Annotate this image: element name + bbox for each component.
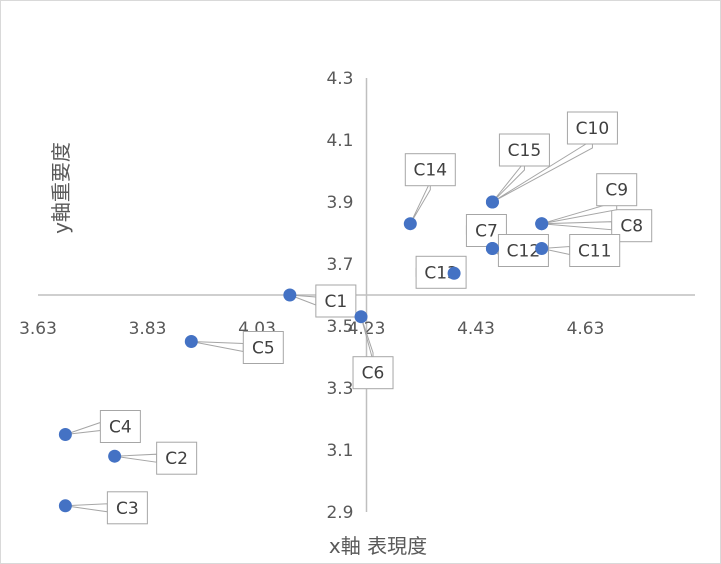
x-tick-label: 3.63 bbox=[19, 319, 57, 339]
data-label-text: C9 bbox=[605, 181, 628, 201]
callout-box bbox=[566, 111, 618, 145]
data-label-c2: C2 bbox=[114, 441, 198, 475]
data-label-c3: C3 bbox=[65, 491, 148, 525]
data-label-c11: C11 bbox=[541, 234, 621, 267]
data-label-c1: C1 bbox=[289, 284, 357, 318]
data-label-c15: C15 bbox=[492, 133, 550, 203]
data-point-c15 bbox=[485, 195, 499, 209]
data-label-text: C10 bbox=[576, 119, 610, 139]
data-label-text: C5 bbox=[252, 339, 275, 359]
data-label-text: C12 bbox=[507, 242, 541, 262]
data-point-c6 bbox=[354, 310, 368, 324]
callout-box bbox=[352, 356, 394, 390]
callout-box bbox=[99, 410, 141, 443]
data-point-c4 bbox=[58, 428, 72, 441]
y-tick-label: 3.5 bbox=[326, 317, 353, 337]
y-tick-label: 4.1 bbox=[326, 131, 353, 151]
x-tick-label: 4.63 bbox=[567, 319, 605, 339]
data-point-c12 bbox=[485, 242, 499, 255]
y-tick-label: 4.3 bbox=[326, 69, 353, 89]
data-label-text: C15 bbox=[508, 141, 542, 161]
data-label-text: C11 bbox=[578, 242, 612, 262]
callout-box bbox=[596, 173, 638, 207]
data-label-c5: C5 bbox=[191, 331, 284, 364]
data-point-c14 bbox=[403, 217, 417, 231]
callout-box bbox=[569, 234, 621, 267]
y-axis-title: y軸重要度 bbox=[49, 142, 73, 234]
data-label-text: C14 bbox=[414, 161, 448, 181]
data-point-c2 bbox=[108, 449, 122, 463]
data-label-c6: C6 bbox=[352, 316, 394, 390]
callout-box bbox=[404, 153, 456, 187]
data-label-text: C1 bbox=[325, 292, 348, 312]
x-tick-label: 4.43 bbox=[457, 319, 495, 339]
data-label-text: C4 bbox=[109, 418, 132, 438]
data-label-text: C7 bbox=[475, 222, 498, 242]
callout-box bbox=[315, 284, 357, 318]
y-tick-label: 3.9 bbox=[326, 193, 353, 213]
data-label-text: C8 bbox=[620, 217, 643, 237]
data-label-c14: C14 bbox=[404, 153, 456, 224]
data-label-c10: C10 bbox=[492, 111, 618, 203]
data-point-c9 bbox=[535, 217, 549, 231]
y-tick-label: 3.7 bbox=[326, 255, 353, 275]
data-label-text: C13 bbox=[424, 263, 458, 283]
data-label-c4: C4 bbox=[65, 410, 141, 443]
x-tick-label: 4.23 bbox=[348, 319, 386, 339]
data-point-c5 bbox=[184, 335, 198, 348]
y-tick-label: 3.1 bbox=[326, 441, 353, 461]
x-axis-title: x軸 表現度 bbox=[329, 534, 427, 558]
data-label-text: C6 bbox=[362, 364, 385, 384]
data-label-c9: C9 bbox=[541, 173, 638, 225]
data-label-text: C3 bbox=[116, 499, 139, 519]
x-tick-label: 3.83 bbox=[129, 319, 167, 339]
callout-box bbox=[106, 491, 148, 525]
data-point-c1 bbox=[283, 288, 297, 302]
data-label-text: C2 bbox=[165, 449, 188, 469]
callout-box bbox=[156, 441, 198, 475]
callout-box bbox=[242, 331, 284, 364]
data-point-c3 bbox=[58, 499, 72, 513]
data-point-c11 bbox=[535, 242, 549, 255]
y-tick-label: 3.3 bbox=[326, 379, 353, 399]
y-tick-label: 2.9 bbox=[326, 503, 353, 523]
callout-box bbox=[498, 133, 550, 167]
data-point-c13 bbox=[447, 266, 461, 280]
